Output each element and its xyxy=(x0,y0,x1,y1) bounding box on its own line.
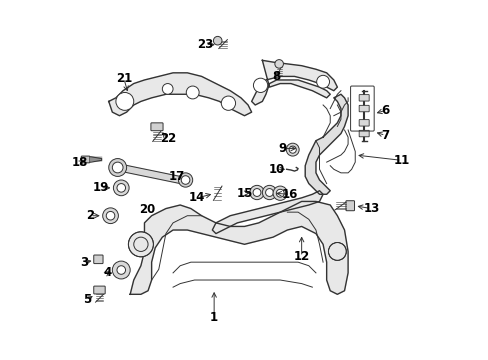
Circle shape xyxy=(274,60,283,68)
Circle shape xyxy=(285,143,299,156)
FancyBboxPatch shape xyxy=(358,130,368,137)
FancyBboxPatch shape xyxy=(358,105,368,112)
Text: 18: 18 xyxy=(72,156,88,169)
Circle shape xyxy=(288,146,296,153)
FancyBboxPatch shape xyxy=(81,156,90,163)
Polygon shape xyxy=(83,157,102,162)
Text: 15: 15 xyxy=(236,187,252,200)
Text: 14: 14 xyxy=(189,192,205,204)
Text: 6: 6 xyxy=(381,104,389,117)
Circle shape xyxy=(117,266,125,274)
Text: 22: 22 xyxy=(160,132,176,145)
Circle shape xyxy=(221,96,235,111)
Polygon shape xyxy=(112,164,190,184)
Circle shape xyxy=(112,261,130,279)
Polygon shape xyxy=(305,94,347,194)
Text: 13: 13 xyxy=(363,202,379,215)
Circle shape xyxy=(162,84,173,94)
Polygon shape xyxy=(130,202,347,294)
Circle shape xyxy=(181,176,189,184)
Text: 21: 21 xyxy=(115,72,132,85)
Circle shape xyxy=(276,189,284,197)
Circle shape xyxy=(265,189,273,197)
Text: 16: 16 xyxy=(282,188,298,201)
Text: 12: 12 xyxy=(293,250,309,263)
Circle shape xyxy=(253,78,267,93)
FancyBboxPatch shape xyxy=(94,255,103,264)
Circle shape xyxy=(253,189,261,197)
Circle shape xyxy=(316,75,329,88)
FancyBboxPatch shape xyxy=(151,123,163,131)
Text: 17: 17 xyxy=(168,170,184,183)
Polygon shape xyxy=(212,191,323,234)
Circle shape xyxy=(178,173,192,187)
Text: 19: 19 xyxy=(93,181,109,194)
FancyBboxPatch shape xyxy=(358,95,368,101)
Circle shape xyxy=(102,208,118,224)
Circle shape xyxy=(249,185,264,200)
Polygon shape xyxy=(108,73,251,116)
Text: 1: 1 xyxy=(210,311,218,324)
Circle shape xyxy=(106,211,115,220)
Circle shape xyxy=(112,162,123,173)
Circle shape xyxy=(262,185,276,200)
Circle shape xyxy=(116,93,134,111)
Text: 20: 20 xyxy=(139,203,155,216)
Text: 4: 4 xyxy=(103,266,111,279)
Circle shape xyxy=(108,158,126,176)
Circle shape xyxy=(328,243,346,260)
FancyBboxPatch shape xyxy=(94,286,105,294)
FancyBboxPatch shape xyxy=(358,120,368,126)
Circle shape xyxy=(117,184,125,192)
Text: 2: 2 xyxy=(86,209,94,222)
Circle shape xyxy=(272,186,287,201)
Text: 9: 9 xyxy=(277,142,285,155)
Circle shape xyxy=(113,180,129,196)
Text: 3: 3 xyxy=(80,256,88,269)
Text: 23: 23 xyxy=(197,38,213,51)
Polygon shape xyxy=(251,60,337,105)
FancyBboxPatch shape xyxy=(345,201,354,211)
Text: 7: 7 xyxy=(381,129,389,142)
Circle shape xyxy=(186,86,199,99)
Text: 10: 10 xyxy=(268,163,284,176)
Text: 8: 8 xyxy=(272,70,280,83)
Text: 11: 11 xyxy=(393,154,409,167)
Circle shape xyxy=(213,36,222,45)
Text: 5: 5 xyxy=(83,293,91,306)
Circle shape xyxy=(128,232,153,257)
